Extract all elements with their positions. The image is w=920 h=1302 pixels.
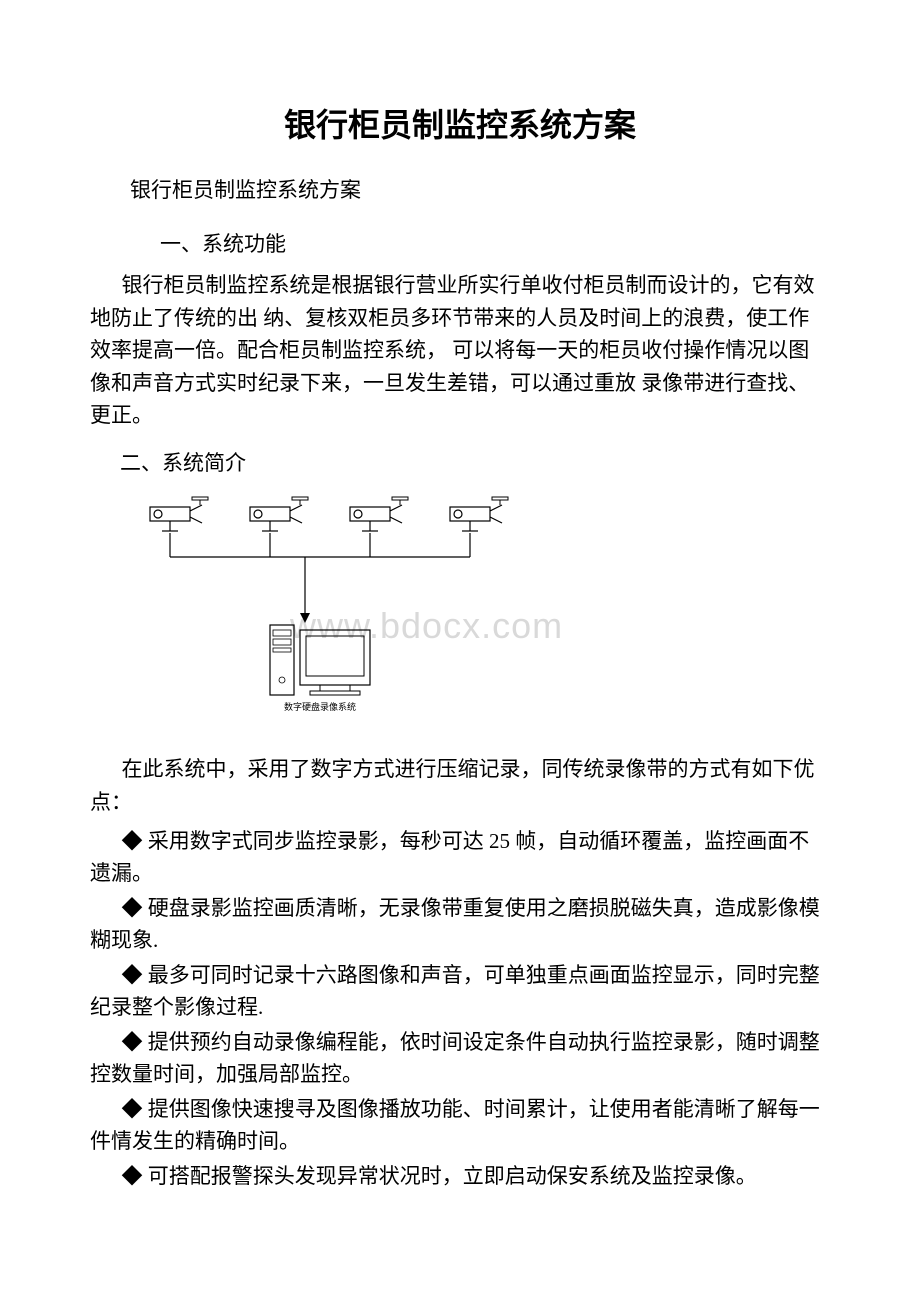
system-diagram: www.bdocx.com (110, 485, 530, 725)
computer-tower-icon (270, 625, 294, 695)
bullet-item: ◆ 最多可同时记录十六路图像和声音，可单独重点画面监控显示，同时完整纪录整个影像… (90, 959, 830, 1024)
bullet-item: ◆ 硬盘录影监控画质清晰，无录像带重复使用之磨损脱磁失真，造成影像模糊现象. (90, 892, 830, 957)
bullet-item: ◆ 可搭配报警探头发现异常状况时，立即启动保安系统及监控录像。 (90, 1160, 830, 1193)
bullet-item: ◆ 提供预约自动录像编程能，依时间设定条件自动执行监控录影，随时调整控数量时间，… (90, 1026, 830, 1091)
section1-heading: 一、系统功能 (160, 228, 830, 262)
document-title: 银行柜员制监控系统方案 (90, 100, 830, 146)
arrow-icon (300, 613, 310, 623)
camera-icon (450, 497, 508, 531)
camera-icon (150, 497, 208, 531)
bullet-item: ◆ 提供图像快速搜寻及图像播放功能、时间累计，让使用者能清晰了解每一件情发生的精… (90, 1093, 830, 1158)
monitor-icon (300, 630, 370, 695)
camera-icon (350, 497, 408, 531)
section1-paragraph: 银行柜员制监控系统是根据银行营业所实行单收付柜员制而设计的，它有效地防止了传统的… (90, 269, 830, 432)
diagram-label: 数字硬盘录像系统 (284, 701, 356, 712)
document-subtitle: 银行柜员制监控系统方案 (130, 174, 830, 208)
section2-heading: 二、系统简介 (120, 448, 830, 480)
section2-intro: 在此系统中，采用了数字方式进行压缩记录，同传统录像带的方式有如下优点： (90, 753, 830, 818)
camera-icon (250, 497, 308, 531)
diagram-svg: 数字硬盘录像系统 (110, 485, 530, 725)
bullet-item: ◆ 采用数字式同步监控录影，每秒可达 25 帧，自动循环覆盖，监控画面不遗漏。 (90, 825, 830, 890)
